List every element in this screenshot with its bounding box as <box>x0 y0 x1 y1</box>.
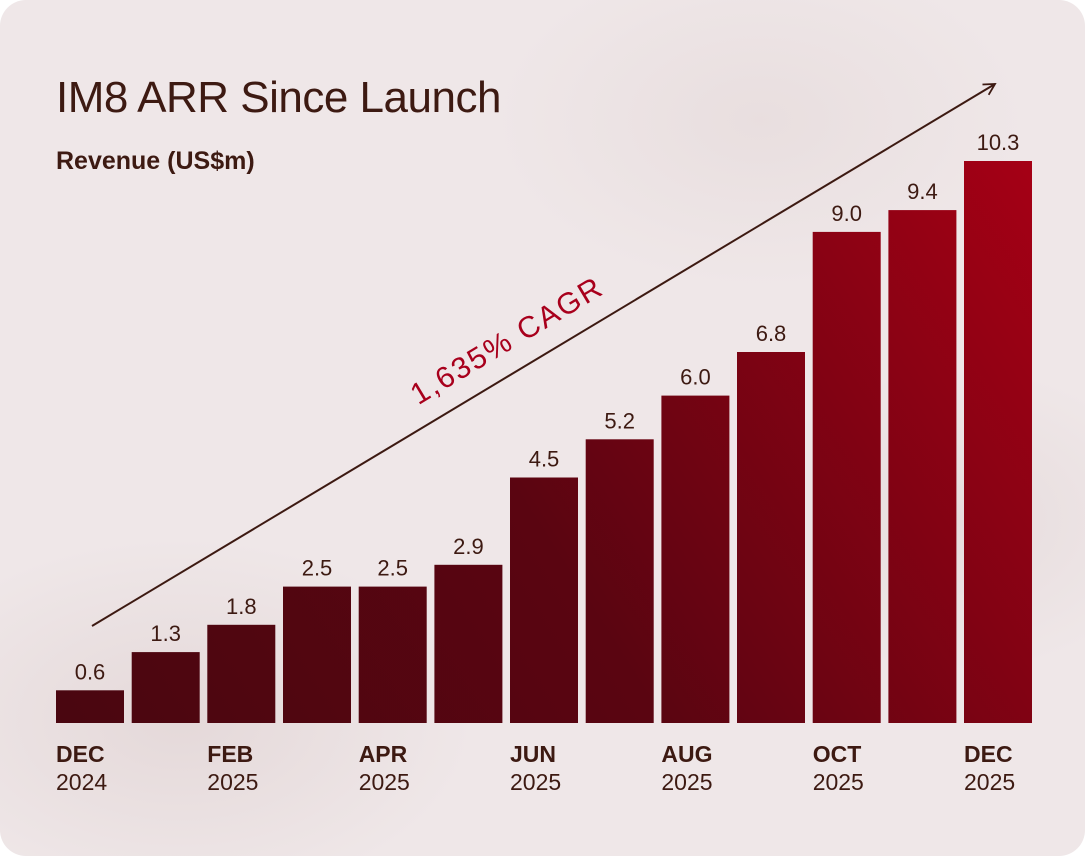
bar-value-label: 1.3 <box>150 621 181 646</box>
bar-5 <box>358 586 427 723</box>
bar-value-label: 4.5 <box>529 447 560 472</box>
cagr-annotation: 1,635% CAGR <box>405 270 610 411</box>
x-tick-year: 2025 <box>661 769 712 795</box>
bar-8 <box>585 439 654 723</box>
x-tick-month: AUG <box>661 741 712 767</box>
bar-value-label: 2.5 <box>377 556 408 581</box>
growth-arrow <box>91 83 997 627</box>
bar-value-label: 1.8 <box>226 594 257 619</box>
bar-1 <box>56 690 124 723</box>
x-tick-year: 2025 <box>510 769 561 795</box>
x-tick-year: 2025 <box>813 769 864 795</box>
bar-3 <box>207 624 276 723</box>
chart-subtitle: Revenue (US$m) <box>56 147 255 175</box>
bar-value-label: 2.5 <box>302 556 333 581</box>
bar-7 <box>510 477 578 723</box>
bar-9 <box>661 395 730 723</box>
chart-title: IM8 ARR Since Launch <box>56 73 501 122</box>
bars-group <box>56 161 1032 724</box>
x-tick-month: APR <box>359 741 408 767</box>
x-tick-month: JUN <box>510 741 556 767</box>
bar-2 <box>131 652 200 723</box>
x-tick-year: 2024 <box>56 769 107 795</box>
bar-12 <box>888 210 957 724</box>
bar-13 <box>964 161 1032 723</box>
bar-value-label: 6.8 <box>756 321 787 346</box>
bar-value-label: 6.0 <box>680 365 711 390</box>
bar-value-label: 9.4 <box>907 179 938 204</box>
x-tick-year: 2025 <box>207 769 258 795</box>
bar-value-label: 10.3 <box>977 130 1020 155</box>
x-axis-ticks: DEC2024FEB2025APR2025JUN2025AUG2025OCT20… <box>56 741 1015 795</box>
bar-value-label: 2.9 <box>453 534 484 559</box>
bar-11 <box>812 231 881 723</box>
x-tick-month: OCT <box>813 741 862 767</box>
bar-value-label: 0.6 <box>75 659 106 684</box>
value-labels-group: 0.6 1.3 1.8 2.5 2.5 2.9 4.5 5.2 6.0 6.8 9.0 9.4 10.3 <box>75 130 1020 684</box>
x-tick-year: 2025 <box>359 769 410 795</box>
bar-10 <box>737 352 805 723</box>
x-tick-year: 2025 <box>964 769 1015 795</box>
x-tick-month: DEC <box>56 741 105 767</box>
x-tick-month: DEC <box>964 741 1013 767</box>
x-tick-month: FEB <box>207 741 253 767</box>
bar-6 <box>434 564 503 723</box>
bar-value-label: 5.2 <box>604 408 635 433</box>
bar-value-label: 9.0 <box>831 201 862 226</box>
bar-4 <box>283 586 351 723</box>
